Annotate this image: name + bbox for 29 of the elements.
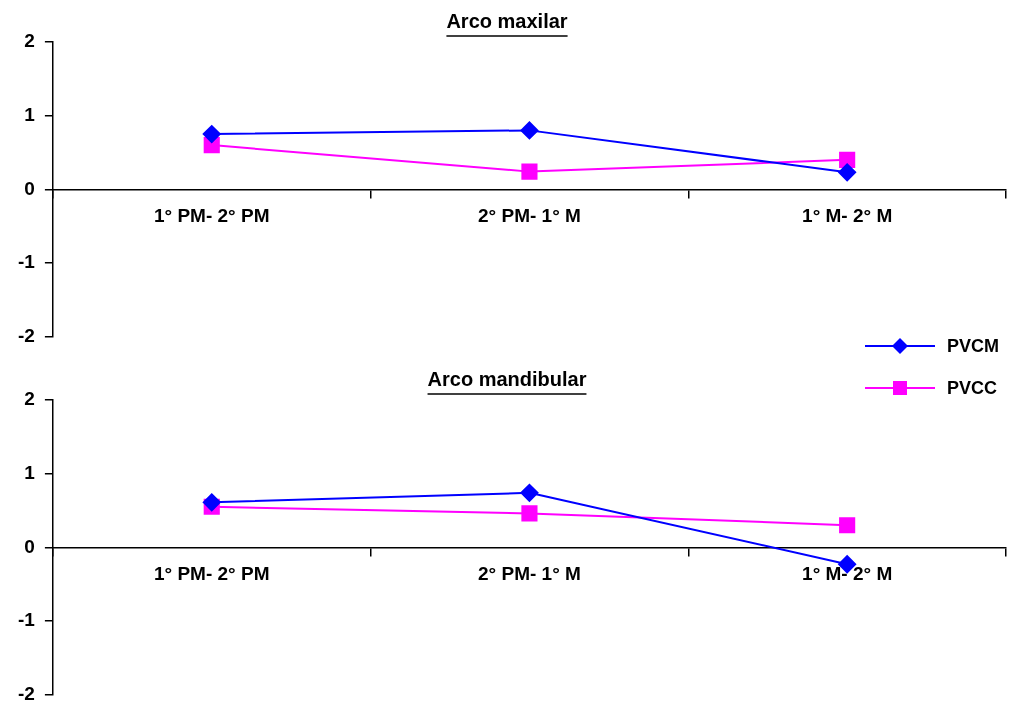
point [521, 505, 538, 522]
x-tick-label: 1° M- 2° M [802, 562, 893, 584]
point [202, 493, 221, 512]
x-tick-label: 1° M- 2° M [802, 204, 893, 226]
chart-title: Arco mandibular [427, 367, 587, 390]
y-tick-label: -1 [17, 609, 36, 631]
point [202, 125, 221, 144]
y-tick-label: 2 [24, 388, 35, 410]
y-tick-label: 2 [24, 30, 35, 52]
legend-label: PVCC [947, 377, 998, 399]
point [521, 163, 538, 180]
y-tick-label: 1 [24, 103, 36, 125]
point [839, 517, 856, 534]
x-tick-label: 1° PM- 2° PM [154, 562, 270, 584]
point [838, 163, 857, 182]
x-tick-label: 1° PM- 2° PM [154, 204, 270, 226]
y-tick-label: 1 [24, 461, 36, 483]
point [520, 483, 539, 502]
chart-title: Arco maxilar [446, 9, 568, 32]
x-tick-label: 2° PM- 1° M [478, 204, 581, 226]
y-tick-label: 0 [24, 177, 35, 199]
legend-label: PVCM [947, 335, 1000, 357]
y-tick-label: -1 [17, 251, 36, 273]
point [839, 151, 856, 168]
y-tick-label: -2 [17, 324, 35, 346]
y-tick-label: -2 [17, 682, 35, 704]
y-tick-label: 0 [24, 535, 35, 557]
x-tick-label: 2° PM- 1° M [478, 562, 581, 584]
point [520, 121, 539, 140]
